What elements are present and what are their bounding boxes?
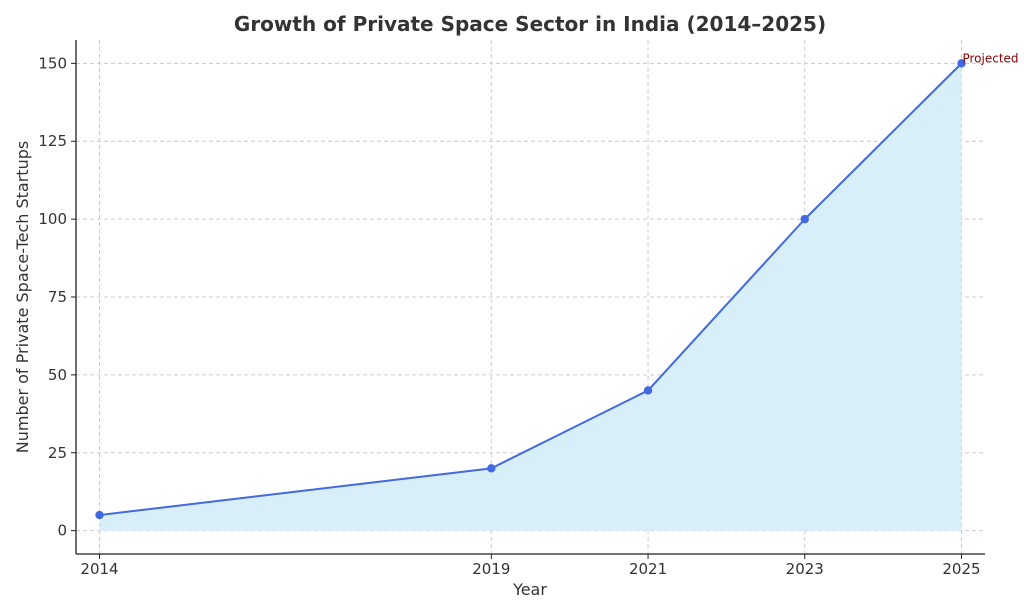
y-tick-label: 50 [48, 366, 67, 384]
y-tick-label: 75 [48, 288, 67, 306]
projected-annotation: Projected [962, 51, 1018, 65]
y-tick-label: 150 [38, 54, 67, 72]
point-layer [95, 59, 966, 520]
chart-title: Growth of Private Space Sector in India … [234, 12, 826, 36]
x-tick-label: 2021 [629, 560, 667, 578]
data-point [957, 59, 966, 68]
data-point [643, 386, 653, 395]
y-axis-label: Number of Private Space-Tech Startups [13, 141, 32, 453]
data-point [487, 464, 496, 473]
data-point [800, 214, 809, 224]
y-tick-label: 25 [48, 444, 67, 462]
series-area [99, 63, 962, 531]
data-point [95, 510, 104, 520]
x-tick-label: 2014 [80, 560, 118, 578]
annotation-layer: Projected [962, 51, 1018, 65]
area-layer [99, 63, 962, 531]
y-tick-label: 100 [38, 210, 67, 228]
x-tick-label: 2025 [942, 560, 980, 578]
y-tick-label: 0 [57, 522, 67, 540]
x-tick-label: 2023 [786, 560, 824, 578]
axes: 2014 2019 2021 2023 2025 0 25 50 75 100 125 150 [38, 40, 985, 578]
x-axis-label: Year [512, 580, 547, 599]
x-tick-label: 2019 [472, 560, 510, 578]
y-tick-label: 125 [38, 132, 67, 150]
